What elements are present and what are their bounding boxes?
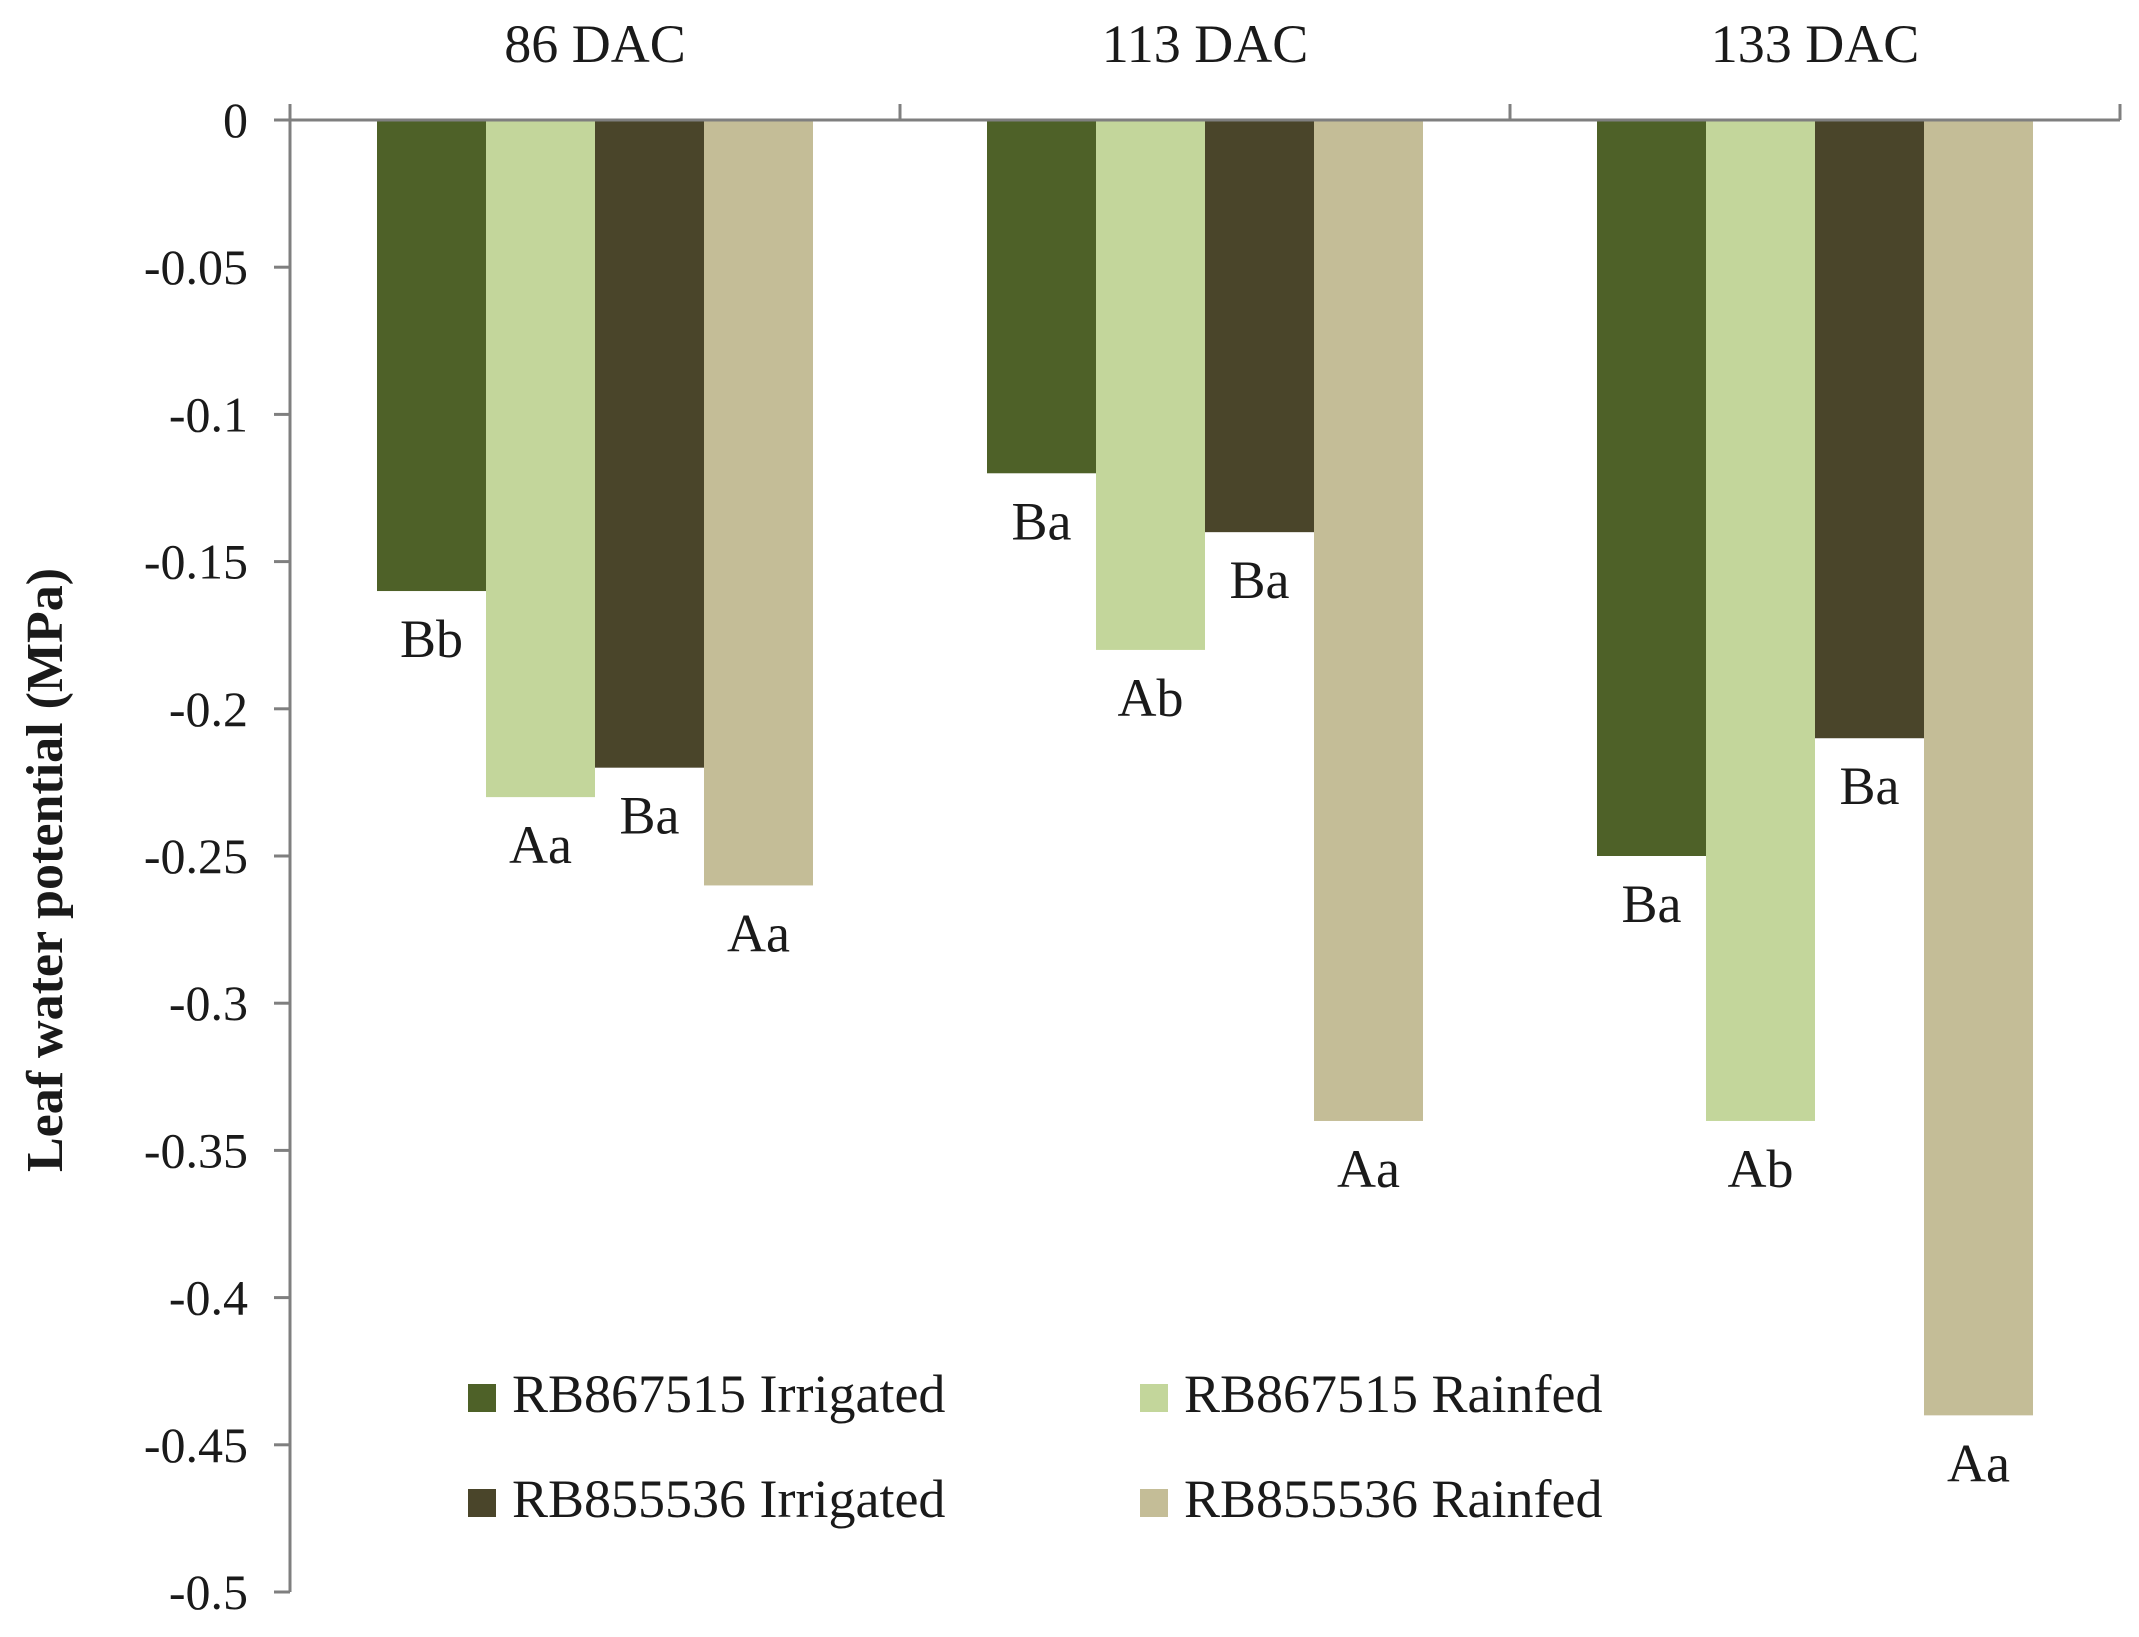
y-tick-label: -0.1 <box>169 386 248 442</box>
bar-86-dac-series-4 <box>704 120 813 886</box>
bar-133-dac-series-1 <box>1597 120 1706 856</box>
data-label: Ab <box>1118 668 1184 728</box>
y-tick-label: -0.35 <box>144 1122 248 1178</box>
y-tick-label: -0.5 <box>169 1564 248 1620</box>
data-label: Ba <box>1622 874 1682 934</box>
y-tick-label: -0.15 <box>144 534 248 590</box>
legend-swatch <box>1140 1489 1168 1517</box>
data-label: Bb <box>400 609 463 669</box>
legend-item: RB855536 Rainfed <box>1140 1469 1602 1529</box>
bar-86-dac-series-2 <box>486 120 595 798</box>
data-label: Aa <box>1337 1139 1400 1199</box>
bar-133-dac-series-2 <box>1706 120 1815 1121</box>
legend-swatch <box>468 1489 496 1517</box>
bar-113-dac-series-4 <box>1314 120 1423 1121</box>
legend-swatch <box>468 1384 496 1412</box>
legend-label: RB867515 Irrigated <box>512 1364 945 1424</box>
data-label: Ba <box>620 786 680 846</box>
legend-item: RB867515 Irrigated <box>468 1364 945 1424</box>
legend-item: RB855536 Irrigated <box>468 1469 945 1529</box>
data-label: Ba <box>1012 491 1072 551</box>
bar-113-dac-series-3 <box>1205 120 1314 533</box>
data-label: Ab <box>1728 1139 1794 1199</box>
data-label: Aa <box>1947 1433 2010 1493</box>
y-axis-label: Leaf water potential (MPa) <box>17 568 74 1172</box>
legend: RB867515 Irrigated RB867515 Rainfed RB8555… <box>468 1364 1602 1529</box>
legend-label: RB867515 Rainfed <box>1184 1364 1602 1424</box>
data-label: Aa <box>509 815 572 875</box>
bar-133-dac-series-4 <box>1924 120 2033 1416</box>
bar-133-dac-series-3 <box>1815 120 1924 739</box>
bar-86-dac-series-3 <box>595 120 704 768</box>
legend-label: RB855536 Rainfed <box>1184 1469 1602 1529</box>
bar-113-dac-series-2 <box>1096 120 1205 650</box>
category-label: 133 DAC <box>1711 14 1920 74</box>
bar-113-dac-series-1 <box>987 120 1096 474</box>
category-label: 86 DAC <box>504 14 686 74</box>
y-tick-label: -0.25 <box>144 828 248 884</box>
category-label: 113 DAC <box>1102 14 1309 74</box>
y-tick-label: 0 <box>223 92 248 148</box>
y-tick-label: -0.4 <box>169 1270 248 1326</box>
y-tick-label: -0.2 <box>169 681 248 737</box>
data-label: Ba <box>1230 550 1290 610</box>
legend-item: RB867515 Rainfed <box>1140 1364 1602 1424</box>
legend-label: RB855536 Irrigated <box>512 1469 945 1529</box>
data-label: Ba <box>1840 756 1900 816</box>
y-tick-label: -0.05 <box>144 239 248 295</box>
plot-area: Bb Ba Ba Aa Ab Ab Ba Ba Ba Aa Aa Aa 0 -0.05 -0.1 -0.15 -… <box>144 14 2122 1620</box>
data-label: Aa <box>727 903 790 963</box>
bar-86-dac-series-1 <box>377 120 486 592</box>
legend-swatch <box>1140 1384 1168 1412</box>
y-tick-label: -0.45 <box>144 1417 248 1473</box>
y-tick-label: -0.3 <box>169 975 248 1031</box>
